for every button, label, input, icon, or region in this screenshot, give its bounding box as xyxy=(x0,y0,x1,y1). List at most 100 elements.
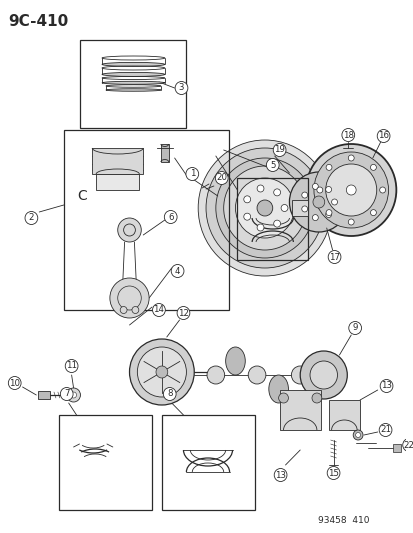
Circle shape xyxy=(316,187,322,193)
Circle shape xyxy=(206,148,323,268)
Circle shape xyxy=(8,376,21,390)
Text: 7: 7 xyxy=(64,390,69,399)
Text: 2: 2 xyxy=(28,214,34,222)
Circle shape xyxy=(370,164,375,171)
Circle shape xyxy=(60,387,73,400)
Circle shape xyxy=(326,466,339,480)
Circle shape xyxy=(164,211,177,223)
Circle shape xyxy=(370,209,375,216)
Circle shape xyxy=(331,199,337,205)
Text: 4: 4 xyxy=(174,266,180,276)
Circle shape xyxy=(243,196,250,203)
Circle shape xyxy=(117,218,141,242)
Circle shape xyxy=(129,339,194,405)
Circle shape xyxy=(346,185,355,195)
Circle shape xyxy=(278,393,288,403)
Circle shape xyxy=(273,220,280,227)
Circle shape xyxy=(379,379,392,392)
Circle shape xyxy=(379,187,385,193)
Circle shape xyxy=(312,196,324,208)
Bar xyxy=(38,391,50,399)
Circle shape xyxy=(312,183,318,189)
Bar xyxy=(80,40,186,128)
Circle shape xyxy=(171,264,183,278)
Circle shape xyxy=(301,206,307,212)
Bar xyxy=(237,178,307,260)
Bar xyxy=(96,174,139,190)
Text: 18: 18 xyxy=(342,131,353,140)
Ellipse shape xyxy=(102,72,164,76)
Circle shape xyxy=(301,192,307,198)
Circle shape xyxy=(198,140,331,276)
Text: 19: 19 xyxy=(273,146,285,155)
Circle shape xyxy=(185,167,198,181)
Circle shape xyxy=(376,130,389,142)
Bar xyxy=(392,444,400,452)
Text: 20: 20 xyxy=(216,174,227,182)
Text: 8: 8 xyxy=(166,390,172,399)
Circle shape xyxy=(215,172,228,184)
Bar xyxy=(161,144,169,162)
Circle shape xyxy=(71,392,76,398)
Text: 11: 11 xyxy=(66,361,77,370)
Ellipse shape xyxy=(268,375,288,403)
Text: 14: 14 xyxy=(153,305,164,314)
Bar xyxy=(64,130,228,310)
Circle shape xyxy=(299,351,347,399)
Circle shape xyxy=(256,200,272,216)
Bar xyxy=(292,200,307,216)
Circle shape xyxy=(152,303,165,317)
Circle shape xyxy=(305,144,395,236)
Text: 6: 6 xyxy=(168,213,173,222)
Circle shape xyxy=(341,128,354,141)
Circle shape xyxy=(66,388,80,402)
Circle shape xyxy=(177,306,190,319)
Circle shape xyxy=(132,306,138,313)
Circle shape xyxy=(163,387,176,400)
Circle shape xyxy=(109,278,149,318)
Bar xyxy=(92,148,143,174)
Circle shape xyxy=(325,164,376,216)
Text: 3: 3 xyxy=(178,84,184,93)
Circle shape xyxy=(120,306,127,313)
Circle shape xyxy=(325,209,331,216)
Text: 22: 22 xyxy=(403,440,413,449)
Ellipse shape xyxy=(106,89,161,91)
Circle shape xyxy=(325,164,331,171)
Circle shape xyxy=(175,82,188,94)
Text: 9: 9 xyxy=(351,324,357,333)
Circle shape xyxy=(402,439,413,451)
Ellipse shape xyxy=(225,347,244,375)
Text: 17: 17 xyxy=(328,253,339,262)
Circle shape xyxy=(355,432,360,438)
Circle shape xyxy=(325,212,331,217)
Circle shape xyxy=(137,347,186,397)
Circle shape xyxy=(347,219,353,225)
Circle shape xyxy=(256,224,263,231)
Circle shape xyxy=(156,366,167,378)
Bar xyxy=(161,415,254,510)
Ellipse shape xyxy=(102,82,164,84)
Circle shape xyxy=(280,205,287,212)
Circle shape xyxy=(309,361,337,389)
Text: 10: 10 xyxy=(9,378,20,387)
Circle shape xyxy=(206,366,224,384)
Bar xyxy=(328,400,359,430)
Circle shape xyxy=(273,469,286,481)
Circle shape xyxy=(378,424,391,437)
Circle shape xyxy=(235,178,294,238)
Text: 12: 12 xyxy=(178,309,188,318)
Circle shape xyxy=(348,321,361,335)
Circle shape xyxy=(313,152,387,228)
Circle shape xyxy=(266,158,278,172)
Circle shape xyxy=(311,393,321,403)
Circle shape xyxy=(325,187,331,192)
Circle shape xyxy=(248,366,265,384)
Circle shape xyxy=(25,212,38,224)
Circle shape xyxy=(65,359,78,373)
Text: 9C-410: 9C-410 xyxy=(8,14,68,29)
Text: 13: 13 xyxy=(380,382,391,391)
Text: 93458  410: 93458 410 xyxy=(317,516,368,525)
Circle shape xyxy=(312,215,318,221)
Circle shape xyxy=(347,155,353,161)
